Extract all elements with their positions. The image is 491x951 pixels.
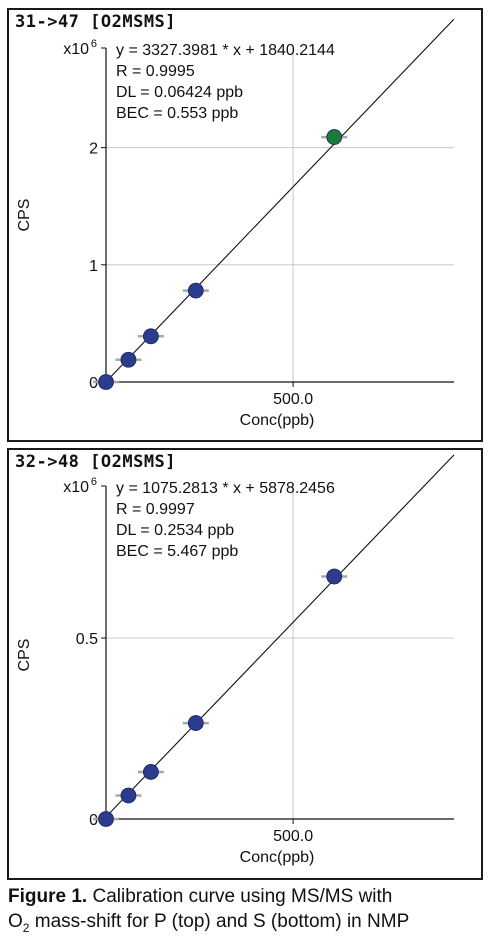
- annotation-line: y = 3327.3981 * x + 1840.2144: [116, 42, 335, 59]
- data-point: [120, 787, 137, 804]
- annotation-line: DL = 0.06424 ppb: [116, 84, 243, 101]
- calibration-chart-bottom: 0 0.5 x10 6 500.0 Conc(ppb) CPS y = 1075.2813 *…: [16, 454, 455, 866]
- chart-panel-bottom: 32->48 [O2MSMS] 0 0.5 x10 6 500.0 Conc(ppb) CP…: [7, 448, 483, 880]
- caption-label: Figure 1.: [8, 886, 88, 907]
- x-tick-label: 500.0: [273, 828, 313, 845]
- annotation-line: BEC = 5.467 ppb: [116, 543, 238, 560]
- chart-title: 32->48 [O2MSMS]: [15, 452, 177, 472]
- annotation-line: y = 1075.2813 * x + 5878.2456: [116, 480, 335, 497]
- y-tick-label: 0.5: [76, 631, 98, 648]
- caption-text-line2: mass-shift for P (top) and S (bottom) in…: [29, 911, 410, 932]
- data-point: [326, 568, 343, 585]
- data-point: [187, 715, 204, 731]
- data-point: [143, 328, 159, 345]
- y-tick-label: 0: [89, 812, 98, 829]
- data-point: [120, 351, 137, 368]
- annotation-line: R = 0.9997: [116, 501, 195, 518]
- data-point: [143, 764, 159, 780]
- data-point: [98, 811, 114, 827]
- annotation-line: BEC = 0.553 ppb: [116, 105, 238, 122]
- y-axis-label: CPS: [16, 199, 33, 232]
- caption-o: O: [8, 911, 23, 932]
- x-axis-label: Conc(ppb): [240, 849, 315, 866]
- caption-subscript: 2: [22, 920, 30, 935]
- caption-text-line1: Calibration curve using MS/MS with: [87, 886, 393, 907]
- y-multiplier-exponent: 6: [91, 38, 97, 50]
- y-axis-label: CPS: [16, 639, 33, 672]
- y-multiplier-exponent: 6: [91, 476, 97, 488]
- x-axis-label: Conc(ppb): [240, 412, 315, 429]
- y-tick-label: 1: [89, 258, 98, 275]
- y-tick-label: 2: [89, 141, 98, 158]
- chart-panel-top: 31->47 [O2MSMS] 0 1 2 x10 6 500.0 Conc(ppb) CPS…: [7, 8, 483, 442]
- regression-line: [105, 454, 455, 818]
- data-point: [187, 282, 204, 299]
- calibration-chart-top: 0 1 2 x10 6 500.0 Conc(ppb) CPS y = 3327.3981 * …: [16, 18, 455, 429]
- y-multiplier-label: x10: [63, 41, 89, 58]
- annotation-line: DL = 0.2534 ppb: [116, 522, 234, 539]
- data-point: [98, 374, 114, 390]
- chart-title: 31->47 [O2MSMS]: [15, 12, 177, 32]
- y-multiplier-label: x10: [63, 479, 89, 496]
- y-tick-label: 0: [89, 375, 98, 392]
- data-point: [326, 129, 343, 145]
- annotation-line: R = 0.9995: [116, 63, 195, 80]
- x-tick-label: 500.0: [273, 391, 313, 408]
- regression-line: [105, 18, 455, 383]
- figure-caption: Figure 1. Calibration curve using MS/MS …: [8, 884, 486, 934]
